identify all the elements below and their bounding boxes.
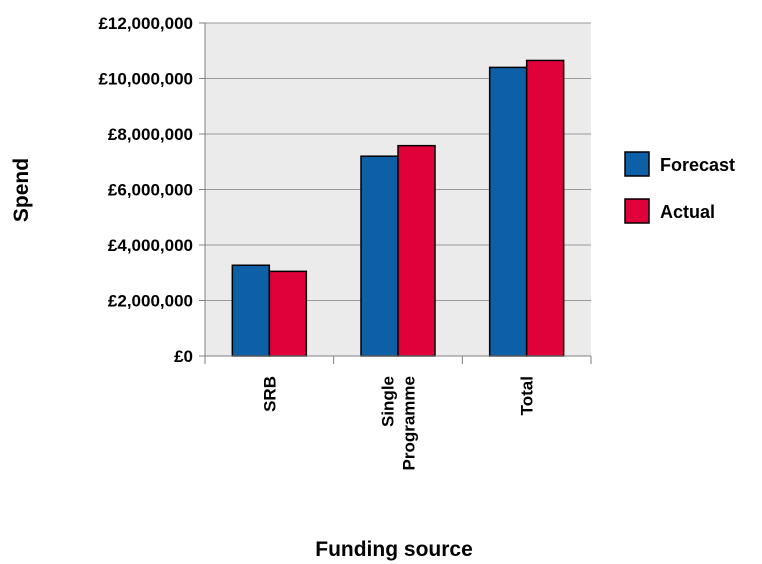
- y-axis-title: Spend: [10, 158, 33, 222]
- legend-swatch-actual: [624, 198, 650, 224]
- legend-swatch-forecast: [624, 151, 650, 177]
- x-tick-labels: SRB Single Programme Total: [260, 376, 536, 470]
- bar-forecast-srb: [231, 264, 271, 357]
- bar-forecast-total: [488, 66, 528, 357]
- y-tick-label: £4,000,000: [108, 236, 193, 255]
- y-tick-label: £6,000,000: [108, 181, 193, 200]
- y-tick-label: £0: [174, 347, 193, 366]
- legend-label-actual: Actual: [660, 202, 715, 222]
- x-axis-title: Funding source: [315, 538, 473, 561]
- x-tick-label: Single Programme: [379, 376, 419, 470]
- axes: [199, 22, 592, 364]
- bars: [231, 59, 565, 357]
- x-tick-label: Total: [518, 376, 537, 415]
- bar-forecast-single-programme: [360, 155, 399, 357]
- x-tick-label: SRB: [260, 376, 279, 412]
- bar-actual-srb: [268, 270, 308, 357]
- bar-actual-total: [525, 59, 565, 357]
- y-tick-label: £2,000,000: [108, 292, 193, 311]
- bar-actual-single-programme: [397, 144, 436, 357]
- y-tick-label: £8,000,000: [108, 125, 193, 144]
- y-tick-labels: £0 £2,000,000 £4,000,000 £6,000,000 £8,000,0…: [98, 14, 193, 366]
- legend-label-forecast: Forecast: [660, 155, 735, 175]
- y-tick-label: £10,000,000: [98, 70, 193, 89]
- legend: Forecast Actual: [624, 151, 735, 224]
- y-tick-label: £12,000,000: [98, 14, 193, 33]
